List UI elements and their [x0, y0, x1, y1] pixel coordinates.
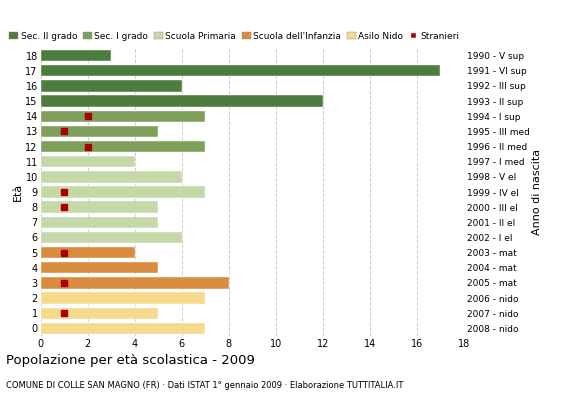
Bar: [41, 141, 205, 152]
Bar: [41, 156, 135, 167]
Bar: [41, 95, 323, 107]
Bar: [41, 247, 135, 258]
Legend: Sec. II grado, Sec. I grado, Scuola Primaria, Scuola dell'Infanzia, Asilo Nido, : Sec. II grado, Sec. I grado, Scuola Prim…: [9, 32, 459, 41]
Bar: [41, 232, 182, 243]
Bar: [41, 292, 205, 304]
Bar: [41, 50, 111, 61]
Bar: [41, 80, 182, 92]
Bar: [41, 171, 182, 182]
Y-axis label: Età: Età: [13, 183, 23, 201]
Bar: [41, 262, 158, 274]
Y-axis label: Anno di nascita: Anno di nascita: [532, 149, 542, 235]
Bar: [41, 217, 158, 228]
Bar: [41, 110, 205, 122]
Bar: [41, 202, 158, 213]
Text: COMUNE DI COLLE SAN MAGNO (FR) · Dati ISTAT 1° gennaio 2009 · Elaborazione TUTTI: COMUNE DI COLLE SAN MAGNO (FR) · Dati IS…: [6, 381, 403, 390]
Bar: [41, 308, 158, 319]
Text: Popolazione per età scolastica - 2009: Popolazione per età scolastica - 2009: [6, 354, 255, 367]
Bar: [41, 323, 205, 334]
Bar: [41, 277, 229, 289]
Bar: [41, 126, 158, 137]
Bar: [41, 186, 205, 198]
Bar: [41, 65, 440, 76]
